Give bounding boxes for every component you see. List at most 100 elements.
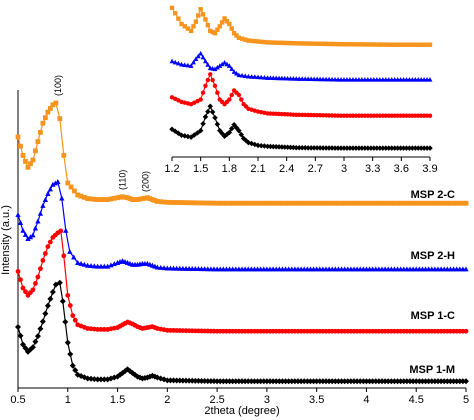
data-point [418,145,424,151]
data-point [323,378,329,385]
data-point [374,145,380,151]
data-point [202,114,209,120]
data-point [364,200,369,206]
data-point [425,378,432,385]
data-point [413,42,418,47]
data-point [28,161,33,167]
data-point [81,261,88,267]
data-point [363,378,370,385]
data-point [188,28,194,34]
data-point [168,199,173,205]
data-point [410,378,417,385]
peak-annotation: (200) [140,171,150,192]
data-point [304,378,311,385]
data-point [383,42,389,47]
data-point [394,145,401,151]
data-point [323,200,329,206]
data-point [261,200,267,206]
data-point [366,378,373,385]
data-point [188,63,194,68]
data-point [179,377,186,384]
main-plot: 0.5 1 1.5 2 2.5 3 3.5 4 4.5 5 MSP 2-C MSP 2-H MSP 1… [0,75,469,417]
data-point [214,64,220,70]
data-point [380,42,386,47]
data-point [265,40,270,45]
series-msp-2-c [169,5,433,47]
data-point [210,29,215,35]
peak-annotation: (110) [118,170,128,190]
data-point [208,72,213,77]
data-point [201,378,208,385]
data-point [267,378,273,385]
data-point [282,378,289,385]
data-point [212,83,218,89]
data-point [200,90,206,95]
data-point [200,121,206,127]
data-point [226,63,232,68]
data-point [67,351,74,358]
data-point [211,378,217,385]
x-axis-title: 2theta (degree) [204,405,279,417]
data-point [40,120,46,126]
data-point [412,145,419,151]
data-point [203,58,208,64]
data-point [30,157,36,163]
data-point [403,145,410,151]
main-peak-annotations: (100) (110) (200) [53,75,151,192]
series-msp-1-m [15,279,469,385]
data-point [169,5,175,11]
data-point [288,40,293,46]
data-point [88,262,94,269]
data-point [224,19,230,24]
data-point [229,378,236,385]
x-tick-label: 2.1 [250,163,265,175]
data-point [341,42,347,47]
data-point [158,264,164,270]
data-point [198,50,204,56]
data-point [140,196,145,202]
data-point [291,378,298,385]
data-point [407,200,413,206]
data-point [268,40,273,45]
data-point [255,142,261,149]
data-point [23,158,28,164]
data-point [196,200,201,206]
data-point [332,41,338,47]
data-point [224,200,229,206]
data-point [379,200,385,206]
data-point [392,42,397,47]
data-point [323,145,329,151]
data-point [15,269,21,274]
data-point [217,378,224,385]
data-point [67,248,73,254]
data-point [398,200,404,206]
data-point [220,200,226,206]
data-point [270,378,277,385]
data-point [208,200,214,206]
data-point [219,20,225,25]
data-point [232,378,239,385]
data-point [302,145,308,151]
data-point [310,378,317,385]
data-point [374,42,380,47]
x-tick-label: 3.9 [422,163,437,175]
data-point [298,200,304,206]
data-point [263,378,270,385]
data-point [192,377,199,384]
data-point [423,200,428,206]
data-point [451,200,456,206]
data-point [441,378,448,385]
data-point [19,341,26,348]
data-point [47,295,54,302]
data-point [385,200,391,206]
data-point [204,378,211,385]
data-point [125,195,130,201]
data-point [222,16,227,21]
data-point [347,145,353,151]
data-point [20,285,26,291]
data-point [388,200,394,206]
data-point [255,39,261,44]
data-point [127,196,133,202]
data-point [457,200,463,206]
data-point [91,376,98,383]
